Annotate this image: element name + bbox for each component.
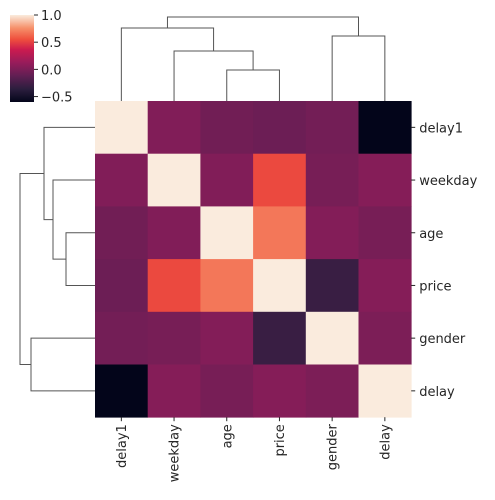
heatmap-cells (95, 101, 412, 418)
heatmap-cell (147, 259, 201, 313)
heatmap-cell (253, 153, 307, 207)
column-dendrogram-link (331, 35, 386, 101)
colorbar: 1.0 0.5 0.0 −0.5 (10, 9, 73, 106)
heatmap-cell (305, 259, 359, 313)
heatmap-cell (305, 311, 359, 365)
heatmap-cell (95, 153, 149, 207)
column-dendrogram-link (166, 16, 359, 36)
row-dendrogram-link (30, 337, 95, 392)
heatmap-cell (253, 311, 307, 365)
heatmap-cell (95, 101, 149, 155)
column-tick-label: delay (378, 424, 393, 460)
heatmap-cell (305, 153, 359, 207)
colorbar-tick-label: 1.0 (41, 9, 62, 24)
column-tick-label: delay1 (115, 424, 130, 468)
column-tick-label: weekday (168, 424, 183, 482)
heatmap-cell (358, 206, 412, 260)
heatmap-cell (95, 259, 149, 313)
heatmap-cell (253, 364, 307, 418)
row-dendrogram (19, 126, 95, 392)
heatmap-cell (253, 259, 307, 313)
column-dendrogram-link (120, 27, 215, 101)
heatmap-cell (95, 311, 149, 365)
row-tick-label: delay (419, 385, 455, 400)
heatmap-cell (358, 101, 412, 155)
column-tick-label: price (273, 424, 288, 456)
row-tick-label: gender (419, 332, 466, 347)
heatmap-cell (358, 311, 412, 365)
heatmap-cell (147, 311, 201, 365)
row-dendrogram-link (65, 232, 95, 286)
row-dendrogram-link (43, 126, 95, 221)
row-tick-label: delay1 (419, 121, 463, 136)
row-tick-label: price (419, 279, 451, 294)
column-tick-label: age (220, 424, 235, 448)
heatmap-cell (200, 259, 254, 313)
heatmap-cell (147, 153, 201, 207)
column-tick-label: gender (326, 424, 341, 471)
column-dendrogram-link (173, 50, 254, 101)
heatmap-cell (147, 364, 201, 418)
row-tick-label: weekday (419, 174, 477, 189)
heatmap-cell (95, 206, 149, 260)
heatmap-cell (147, 206, 201, 260)
heatmap-cell (147, 101, 201, 155)
row-dendrogram-link (19, 172, 44, 365)
column-dendrogram-link (226, 69, 280, 101)
heatmap-cell (305, 364, 359, 418)
colorbar-tick-label: −0.5 (41, 91, 73, 106)
heatmap-cell (200, 101, 254, 155)
row-tick-label: age (419, 227, 443, 242)
heatmap-cell (200, 364, 254, 418)
heatmap-cell (305, 206, 359, 260)
heatmap-cell (358, 153, 412, 207)
heatmap-cell (305, 101, 359, 155)
heatmap-cell (200, 311, 254, 365)
column-dendrogram (120, 16, 386, 101)
heatmap-cell (200, 153, 254, 207)
heatmap-cell (358, 364, 412, 418)
heatmap-cell (253, 101, 307, 155)
colorbar-gradient (10, 15, 34, 102)
colorbar-tick-label: 0.0 (41, 63, 62, 78)
heatmap-cell (200, 206, 254, 260)
axis-labels: delay1 weekday age price gender delay delay1 we… (115, 121, 478, 482)
row-dendrogram-link (52, 179, 95, 260)
heatmap-cell (95, 364, 149, 418)
heatmap-cell (358, 259, 412, 313)
colorbar-tick-label: 0.5 (41, 36, 62, 51)
heatmap-cell (253, 206, 307, 260)
